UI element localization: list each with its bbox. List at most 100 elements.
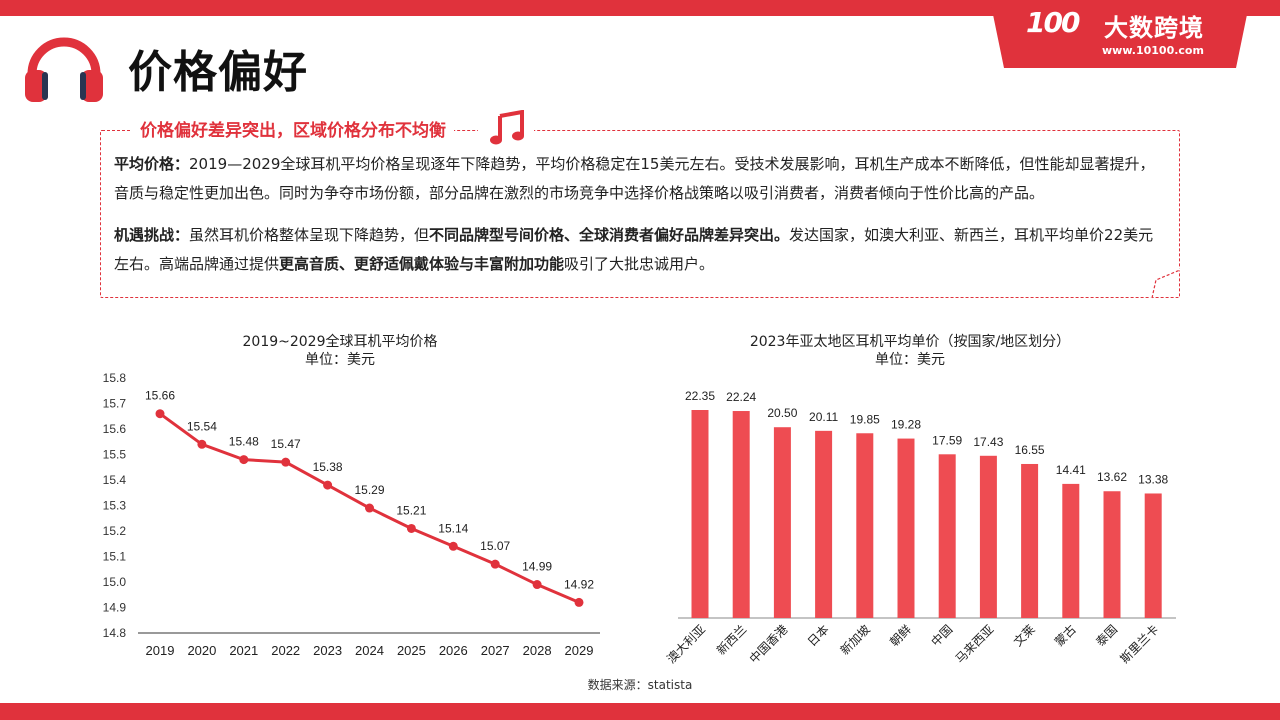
category-label: 斯里兰卡 — [1117, 622, 1161, 666]
y-tick-label: 14.8 — [103, 626, 127, 640]
data-point — [155, 409, 165, 419]
x-tick-label: 2023 — [313, 643, 342, 658]
y-tick-label: 15.5 — [103, 448, 127, 462]
box-heading: 价格偏好差异突出，区域价格分布不均衡 — [132, 120, 454, 142]
data-label: 15.47 — [271, 437, 301, 451]
data-label: 15.07 — [480, 539, 510, 553]
bar-value-label: 19.28 — [891, 418, 921, 432]
category-label: 澳大利亚 — [664, 622, 708, 666]
bar-value-label: 22.35 — [685, 389, 715, 403]
data-point — [239, 455, 249, 465]
data-label: 15.38 — [313, 460, 343, 474]
label-average-price: 平均价格： — [114, 155, 190, 173]
x-tick-label: 2026 — [439, 643, 468, 658]
data-label: 15.66 — [145, 389, 175, 403]
paragraph-average-price: 平均价格：2019—2029全球耳机平均价格呈现逐年下降趋势，平均价格稳定在15… — [114, 150, 1166, 208]
bar — [732, 411, 750, 618]
x-tick-label: 2022 — [271, 643, 300, 658]
data-source: 数据来源：statista — [587, 678, 693, 692]
y-tick-label: 14.9 — [103, 601, 127, 615]
music-note-icon — [490, 110, 524, 145]
bar — [1062, 483, 1080, 618]
bar — [897, 438, 915, 618]
top-accent-bar — [0, 0, 1280, 16]
y-tick-label: 15.3 — [103, 499, 127, 513]
bar-value-label: 17.43 — [973, 435, 1003, 449]
y-tick-label: 15.8 — [103, 371, 127, 385]
category-label: 中国 — [928, 622, 956, 650]
bar-value-label: 20.11 — [809, 410, 838, 424]
bar-value-label: 17.59 — [932, 433, 962, 447]
x-tick-label: 2025 — [397, 643, 426, 658]
x-tick-label: 2020 — [187, 643, 216, 658]
bar — [979, 455, 997, 618]
category-label: 新加坡 — [837, 622, 873, 658]
logo-url: www.10100.com — [1102, 44, 1204, 57]
bar — [856, 433, 874, 618]
text-average-price: 2019—2029全球耳机平均价格呈现逐年下降趋势，平均价格稳定在15美元左右。… — [114, 155, 1155, 202]
label-opportunity: 机遇挑战： — [114, 226, 190, 244]
line-chart-title: 2019~2029全球耳机平均价格 — [242, 334, 438, 350]
x-tick-label: 2029 — [565, 643, 594, 658]
text-opportunity-a: 虽然耳机价格整体呈现下降趋势，但 — [189, 226, 430, 244]
y-tick-label: 15.7 — [103, 397, 127, 411]
bar-chart-subtitle: 单位：美元 — [875, 352, 945, 368]
page-title: 价格偏好 — [128, 47, 308, 98]
data-label: 15.29 — [354, 483, 384, 497]
data-point — [574, 597, 584, 607]
bar — [1021, 463, 1039, 618]
category-label: 朝鲜 — [887, 622, 914, 649]
data-point — [197, 439, 207, 449]
data-label: 14.92 — [564, 577, 594, 591]
text-opportunity-e: 吸引了大批忠诚用户。 — [564, 255, 715, 273]
data-point — [406, 523, 416, 533]
bar-value-label: 19.85 — [850, 412, 880, 426]
headphones-icon — [25, 37, 103, 102]
y-tick-label: 15.6 — [103, 422, 127, 436]
y-tick-label: 15.4 — [103, 473, 127, 487]
data-label: 15.21 — [396, 503, 426, 517]
bottom-accent-bar — [0, 703, 1280, 720]
x-tick-label: 2021 — [229, 643, 258, 658]
y-tick-label: 15.1 — [103, 550, 127, 564]
category-label: 蒙古 — [1051, 622, 1079, 650]
logo-text: 大数跨境 — [1104, 14, 1204, 42]
bar-value-label: 20.50 — [767, 406, 797, 420]
logo-number: 100 — [1026, 6, 1080, 39]
text-opportunity-b: 不同品牌型号间价格、全球消费者偏好品牌差异突出。 — [429, 226, 790, 244]
data-point — [281, 457, 291, 467]
bar — [1144, 493, 1162, 618]
data-point — [448, 541, 458, 551]
data-label: 15.14 — [438, 521, 468, 535]
brand-logo[interactable] — [990, 0, 1250, 68]
data-point — [365, 503, 374, 513]
bar — [773, 427, 791, 618]
category-label: 文莱 — [1010, 622, 1038, 650]
bar-chart-title-block: 2023年亚太地区耳机平均单价（按国家/地区划分） 单位：美元 — [640, 333, 1180, 369]
bar — [691, 410, 709, 618]
series-line — [159, 412, 580, 604]
bar — [815, 430, 833, 618]
line-chart-title-block: 2019~2029全球耳机平均价格 单位：美元 — [140, 333, 540, 369]
data-point — [323, 480, 333, 490]
text-opportunity-c: 发达国家，如澳大利亚、新西兰，耳机平均单价22美元左右。高端品牌通过提供 — [114, 226, 1154, 273]
bar — [1103, 491, 1121, 618]
data-label: 15.54 — [187, 419, 217, 433]
bar — [938, 454, 956, 618]
bar-value-label: 14.41 — [1056, 463, 1086, 477]
y-tick-label: 15.2 — [103, 524, 127, 538]
page-fold-icon — [1150, 268, 1181, 299]
bar-chart-title: 2023年亚太地区耳机平均单价（按国家/地区划分） — [749, 334, 1071, 350]
y-tick-label: 15.0 — [103, 575, 127, 589]
category-label: 泰国 — [1093, 622, 1120, 649]
bar-value-label: 22.24 — [726, 390, 756, 404]
category-label: 新西兰 — [713, 622, 749, 658]
info-box — [100, 130, 1180, 298]
bar-value-label: 13.38 — [1138, 472, 1168, 486]
category-label: 中国香港 — [746, 622, 791, 667]
bar-value-label: 16.55 — [1015, 443, 1045, 457]
category-label: 马来西亚 — [953, 622, 997, 666]
x-tick-label: 2024 — [355, 643, 384, 658]
paragraph-opportunity: 机遇挑战：虽然耳机价格整体呈现下降趋势，但不同品牌型号间价格、全球消费者偏好品牌… — [114, 221, 1166, 279]
bar-value-label: 13.62 — [1097, 470, 1127, 484]
